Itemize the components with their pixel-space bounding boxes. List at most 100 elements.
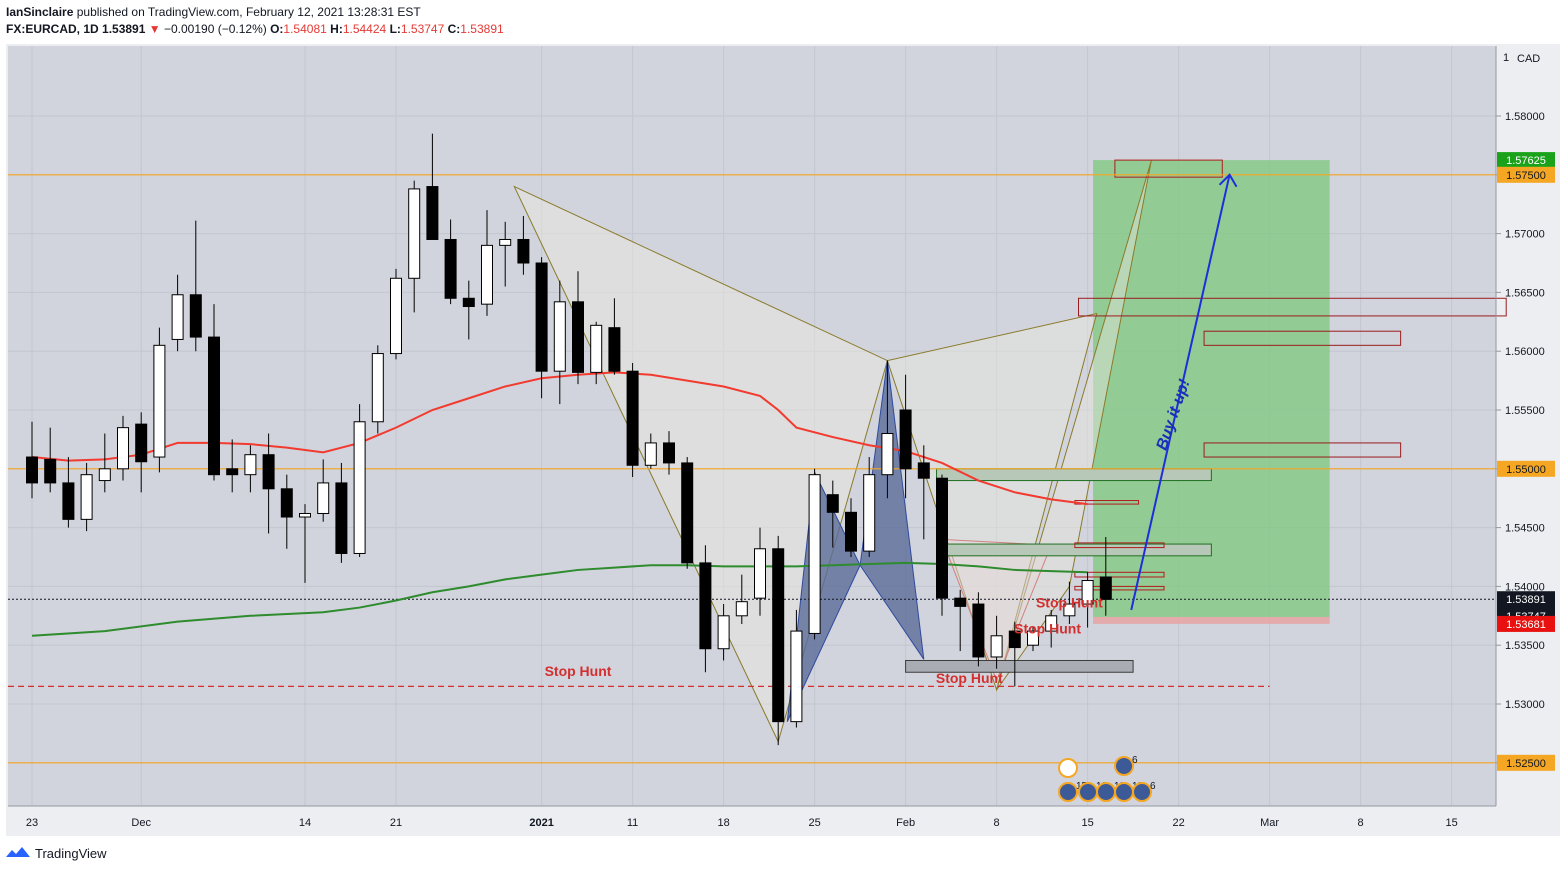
candle-down xyxy=(936,477,948,599)
time-tick-label: 8 xyxy=(1358,817,1364,829)
candle-down xyxy=(772,548,785,723)
candle-down xyxy=(699,562,712,650)
symbol-label[interactable]: FX:EURCAD, 1D xyxy=(6,22,99,36)
candle-down xyxy=(1008,630,1021,649)
harmonic-pattern xyxy=(859,360,925,660)
low-label: L: xyxy=(389,22,401,36)
buy-arrow-head xyxy=(1218,173,1238,188)
candle-up xyxy=(80,474,93,520)
candle-down xyxy=(189,294,202,338)
time-tick-label: 2021 xyxy=(529,817,553,829)
demand-zone xyxy=(936,543,1212,557)
candle-up xyxy=(881,433,894,476)
stop-hunt-label: Stop Hunt xyxy=(1014,620,1081,636)
price-label-bg xyxy=(1497,754,1555,771)
canada-flag-icon xyxy=(1058,758,1078,778)
last-price: 1.53891 xyxy=(102,22,146,36)
order-box xyxy=(1074,542,1165,549)
candle-down xyxy=(845,511,857,552)
candle-down xyxy=(917,462,930,479)
price-tick-label: 1.56000 xyxy=(1505,346,1545,358)
event-badge-icon xyxy=(1078,782,1098,802)
time-tick-label: 15 xyxy=(1445,817,1457,829)
low-value: 1.53747 xyxy=(400,22,445,36)
price-label: 1.53681 xyxy=(1506,619,1546,631)
price-axis[interactable]: CAD 1 1.58000 1.57500 1.57000 1.56500 1.5600… xyxy=(1495,46,1555,806)
candle-down xyxy=(444,238,457,299)
price-tick-label: 1.54500 xyxy=(1505,523,1545,535)
candle-up xyxy=(117,427,129,470)
price-label-bg xyxy=(1497,615,1555,632)
price-tick-label: 1.53000 xyxy=(1505,699,1545,711)
candle-up xyxy=(1027,630,1039,646)
high-value: 1.54424 xyxy=(342,22,387,36)
candle-up xyxy=(1063,603,1076,617)
time-tick-label: 18 xyxy=(717,817,729,829)
buy-arrow xyxy=(1130,174,1231,611)
time-tick-label: 22 xyxy=(1172,817,1184,829)
demand-zone xyxy=(936,468,1212,482)
horizontal-levels xyxy=(8,174,1496,764)
candle-up xyxy=(863,474,876,552)
pattern-triangle xyxy=(941,538,1052,682)
candle-up xyxy=(754,548,766,599)
order-box xyxy=(1074,585,1165,591)
candle-down xyxy=(535,262,548,372)
price-label: 1.57500 xyxy=(1506,170,1546,182)
harmonic-pattern xyxy=(786,470,861,722)
candle-up xyxy=(1045,615,1058,632)
event-badge-count: 6 xyxy=(1150,781,1156,792)
price-tick-label: 1.55500 xyxy=(1505,405,1545,417)
price-tick-label: 1.57000 xyxy=(1505,229,1545,241)
time-tick-label: 11 xyxy=(627,817,638,829)
price-label-bg xyxy=(1497,166,1555,183)
high-label: H: xyxy=(330,22,343,36)
candle-up xyxy=(171,294,184,340)
candle-down xyxy=(280,488,293,518)
stop-zone xyxy=(1093,616,1330,624)
target-box xyxy=(1114,159,1223,178)
supply-zone xyxy=(1203,442,1402,458)
event-badge-icon xyxy=(1132,782,1152,802)
supply-zone xyxy=(1078,297,1507,317)
price-label-bg xyxy=(1497,460,1555,477)
candle-up xyxy=(153,344,166,458)
candle-down xyxy=(62,482,75,520)
event-badge-icon xyxy=(1058,782,1078,802)
author-name[interactable]: IanSinclaire xyxy=(6,5,74,19)
price-scale-marker: 1 xyxy=(1503,52,1509,64)
candle-up xyxy=(408,188,421,279)
candle-up xyxy=(553,301,566,372)
time-tick-label: 25 xyxy=(808,817,820,829)
candle-down xyxy=(462,297,475,308)
candle-up xyxy=(353,421,366,554)
candle-up xyxy=(390,277,402,355)
stop-hunt-label: Stop Hunt xyxy=(545,663,612,679)
candle-up xyxy=(735,601,748,617)
currency-label: CAD xyxy=(1517,53,1540,65)
candle-up xyxy=(808,474,821,634)
close-label: C: xyxy=(447,22,461,36)
candle-up xyxy=(98,468,111,482)
candle-down xyxy=(44,458,57,484)
price-tick-label: 1.54000 xyxy=(1505,581,1545,593)
support-box xyxy=(905,659,1134,673)
stop-hunt-label: Stop Hunt xyxy=(936,670,1003,686)
publish-info: IanSinclaire published on TradingView.co… xyxy=(6,5,421,19)
price-label-bg xyxy=(1497,152,1555,169)
price-change: −0.00190 (−0.12%) xyxy=(163,22,267,36)
time-tick-label: 14 xyxy=(299,817,311,829)
price-label: 1.55000 xyxy=(1506,464,1546,476)
event-badge-icon xyxy=(1114,782,1134,802)
time-axis[interactable]: 23 Dec 14 21 2021 11 18 25 Feb 8 15 22 Mar 8 15 xyxy=(8,805,1496,829)
price-label-bg xyxy=(1497,591,1555,608)
tradingview-footer: TradingView xyxy=(6,845,107,861)
candle-down xyxy=(626,370,639,466)
candle-down xyxy=(226,468,239,476)
event-badge-icon xyxy=(1114,756,1134,776)
candle-up xyxy=(371,353,384,423)
candle-up xyxy=(990,635,1003,658)
candle-down xyxy=(262,454,275,490)
brand-name: TradingView xyxy=(35,845,107,861)
